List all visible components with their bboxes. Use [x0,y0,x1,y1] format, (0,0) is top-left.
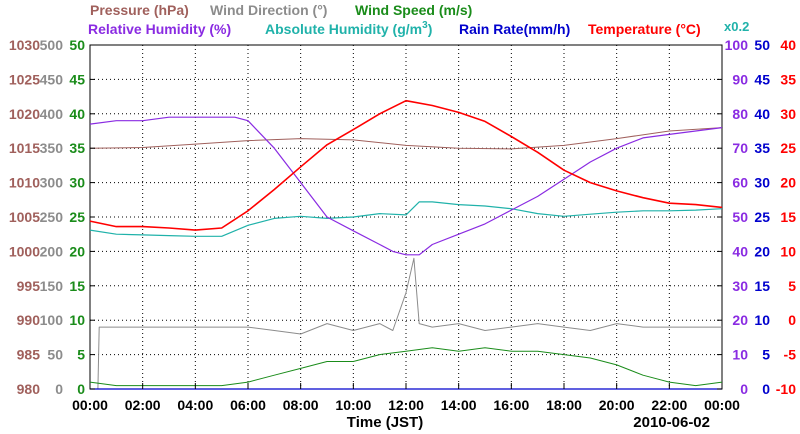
y-tick-pressure: 1015 [9,140,40,156]
y-tick-rain-rate: 20 [754,243,770,259]
x-tick-label: 18:00 [546,397,582,413]
series-line-absolute-humidity [89,201,723,237]
axes-group: 00:00 02:00 04:00 06:00 08:00 10:00 12:00 14:00… [9,37,796,413]
y-tick-rain-rate: 45 [754,71,770,87]
y-tick-rain-rate: 5 [762,347,770,363]
y-tick-wind-direction: 350 [40,140,64,156]
legend-relative-humidity: Relative Humidity (%) [88,21,231,37]
y-tick-wind-speed: 40 [69,106,85,122]
y-tick-wind-direction: 250 [40,209,64,225]
y-tick-wind-speed: 25 [69,209,85,225]
y-tick-temperature: 35 [780,71,796,87]
x-tick-label: 16:00 [493,397,529,413]
x-tick-label: 14:00 [441,397,477,413]
y-tick-wind-direction: 100 [40,312,64,328]
y-tick-temperature: 15 [780,209,796,225]
y-tick-temperature: 25 [780,140,796,156]
y-tick-relative-humidity: 30 [732,278,748,294]
y-tick-relative-humidity: 60 [732,175,748,191]
y-tick-pressure: 995 [17,278,41,294]
legend-temperature: Temperature (°C) [588,21,701,37]
y-tick-rain-rate: 0 [762,381,770,397]
y-tick-wind-speed: 35 [69,140,85,156]
y-tick-pressure: 990 [17,312,41,328]
y-tick-wind-direction: 450 [40,71,64,87]
y-tick-temperature: 0 [788,312,796,328]
y-tick-relative-humidity: 40 [732,243,748,259]
y-tick-wind-speed: 30 [69,175,85,191]
legend-pressure: Pressure (hPa) [90,2,189,18]
x-tick-label: 02:00 [125,397,161,413]
y-tick-relative-humidity: 100 [725,37,749,53]
y-tick-rain-rate: 30 [754,175,770,191]
y-tick-pressure: 1025 [9,71,40,87]
series-line-relative-humidity [89,116,723,256]
y-tick-relative-humidity: 90 [732,71,748,87]
y-tick-rain-rate: 25 [754,209,770,225]
y-tick-rain-rate: 10 [754,312,770,328]
y-tick-wind-direction: 500 [40,37,64,53]
y-tick-wind-direction: 0 [55,381,63,397]
y-tick-temperature: 30 [780,106,796,122]
legend-rain-rate: Rain Rate(mm/h) [459,21,570,37]
x-tick-label: 04:00 [177,397,213,413]
y-tick-pressure: 1000 [9,243,40,259]
y-tick-temperature: -5 [784,347,797,363]
y-tick-wind-speed: 15 [69,278,85,294]
y-tick-pressure: 1020 [9,106,40,122]
x-tick-label: 20:00 [599,397,635,413]
y-tick-wind-speed: 50 [69,37,85,53]
y-tick-wind-direction: 50 [47,347,63,363]
y-tick-wind-direction: 200 [40,243,64,259]
y-tick-wind-direction: 300 [40,175,64,191]
series-line-pressure [89,127,723,150]
x-tick-label: 06:00 [230,397,266,413]
date-label: 2010-06-02 [633,414,710,431]
x-tick-label: 22:00 [651,397,687,413]
y-tick-relative-humidity: 70 [732,140,748,156]
y-tick-wind-speed: 20 [69,243,85,259]
y-tick-wind-speed: 45 [69,71,85,87]
y-tick-temperature: -10 [776,381,796,397]
y-tick-relative-humidity: 0 [740,381,748,397]
y-tick-relative-humidity: 80 [732,106,748,122]
x-tick-label: 10:00 [335,397,371,413]
grid [90,45,722,389]
y-tick-rain-rate: 40 [754,106,770,122]
y-tick-rain-rate: 35 [754,140,770,156]
y-tick-relative-humidity: 50 [732,209,748,225]
x-tick-label: 08:00 [283,397,319,413]
x-axis-title: Time (JST) [347,414,423,431]
legend-wind-direction: Wind Direction (°) [210,2,327,18]
legend-absolute-humidity: Absolute Humidity (g/m3) [265,20,432,37]
y-tick-temperature: 5 [788,278,796,294]
y-tick-rain-rate: 50 [754,37,770,53]
y-tick-wind-speed: 0 [77,381,85,397]
y-tick-wind-speed: 5 [77,347,85,363]
y-tick-pressure: 1005 [9,209,40,225]
y-tick-rain-rate: 15 [754,278,770,294]
series-line-wind-direction [90,257,722,390]
legend-scale-note: x0.2 [724,19,749,34]
y-tick-pressure: 980 [17,381,41,397]
x-tick-label: 00:00 [72,397,108,413]
y-tick-pressure: 1010 [9,175,40,191]
y-tick-wind-speed: 10 [69,312,85,328]
y-tick-temperature: 10 [780,243,796,259]
x-tick-label: 00:00 [704,397,740,413]
series-line-temperature [89,99,723,231]
y-tick-relative-humidity: 20 [732,312,748,328]
y-tick-pressure: 985 [17,347,41,363]
x-tick-label: 12:00 [388,397,424,413]
y-tick-wind-direction: 150 [40,278,64,294]
y-tick-relative-humidity: 10 [732,347,748,363]
y-tick-wind-direction: 400 [40,106,64,122]
y-tick-temperature: 20 [780,175,796,191]
y-tick-pressure: 1030 [9,37,40,53]
legend-wind-speed: Wind Speed (m/s) [355,2,472,18]
y-tick-temperature: 40 [780,37,796,53]
